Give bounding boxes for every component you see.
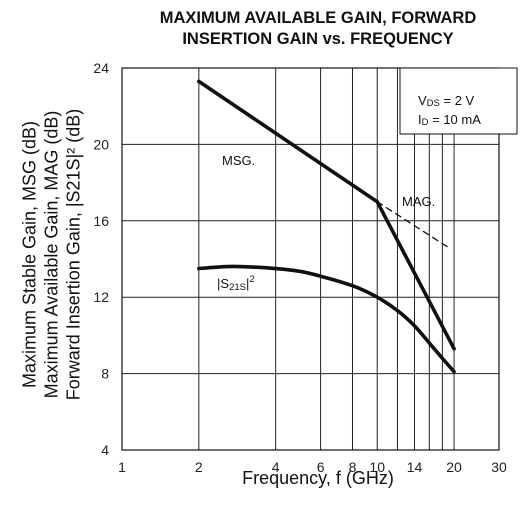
chart-title-line-2: INSERTION GAIN vs. FREQUENCY [182,30,454,48]
s21-label-suffix: | [246,276,249,291]
vds-condition: VDS = 2 V [418,93,475,109]
id-value: = 10 mA [429,112,482,127]
id-main: I [418,112,422,127]
x-tick-label: 20 [446,459,462,475]
s21-label-prefix: |S [217,276,229,291]
mag-label: MAG. [402,194,435,209]
series-line-mag [375,199,456,351]
msg-label: MSG. [222,153,255,168]
x-axis-label: Frequency, f (GHz) [242,468,394,488]
s21-label-sup: 2 [249,274,254,285]
id-condition: ID = 10 mA [418,112,481,128]
series-line-dashed [376,201,450,249]
vds-sub: DS [427,98,440,109]
x-tick-label: 30 [491,459,507,475]
x-tick-label: 10 [369,459,385,475]
plot-area [121,67,500,451]
s21-label: |S21S|2 [217,274,255,293]
y-tick-label: 12 [93,289,109,305]
y-tick-label: 24 [93,60,109,76]
vds-main: V [418,93,427,108]
y-tick-label: 4 [101,442,109,458]
x-tick-label: 1 [118,459,126,475]
y-tick-label: 20 [93,136,109,152]
plot-frame [121,67,500,451]
x-tick-label: 4 [272,459,280,475]
chart-title: MAXIMUM AVAILABLE GAIN, FORWARD INSERTIO… [118,8,518,50]
id-sub: D [422,117,429,128]
s21-label-sub: 21S [229,282,246,293]
x-tick-label: 6 [317,459,325,475]
series-line-s21s [197,264,456,374]
series-line-msg [197,79,379,204]
y-tick-label: 16 [93,213,109,229]
conditions-box [399,67,518,135]
x-tick-label: 14 [407,459,423,475]
y-tick-label: 8 [101,366,109,382]
chart-title-line-1: MAXIMUM AVAILABLE GAIN, FORWARD [159,9,477,27]
series-lines [197,79,456,374]
vds-value: = 2 V [440,93,475,108]
x-tick-label: 2 [195,459,203,475]
x-tick-label: 8 [349,459,357,475]
